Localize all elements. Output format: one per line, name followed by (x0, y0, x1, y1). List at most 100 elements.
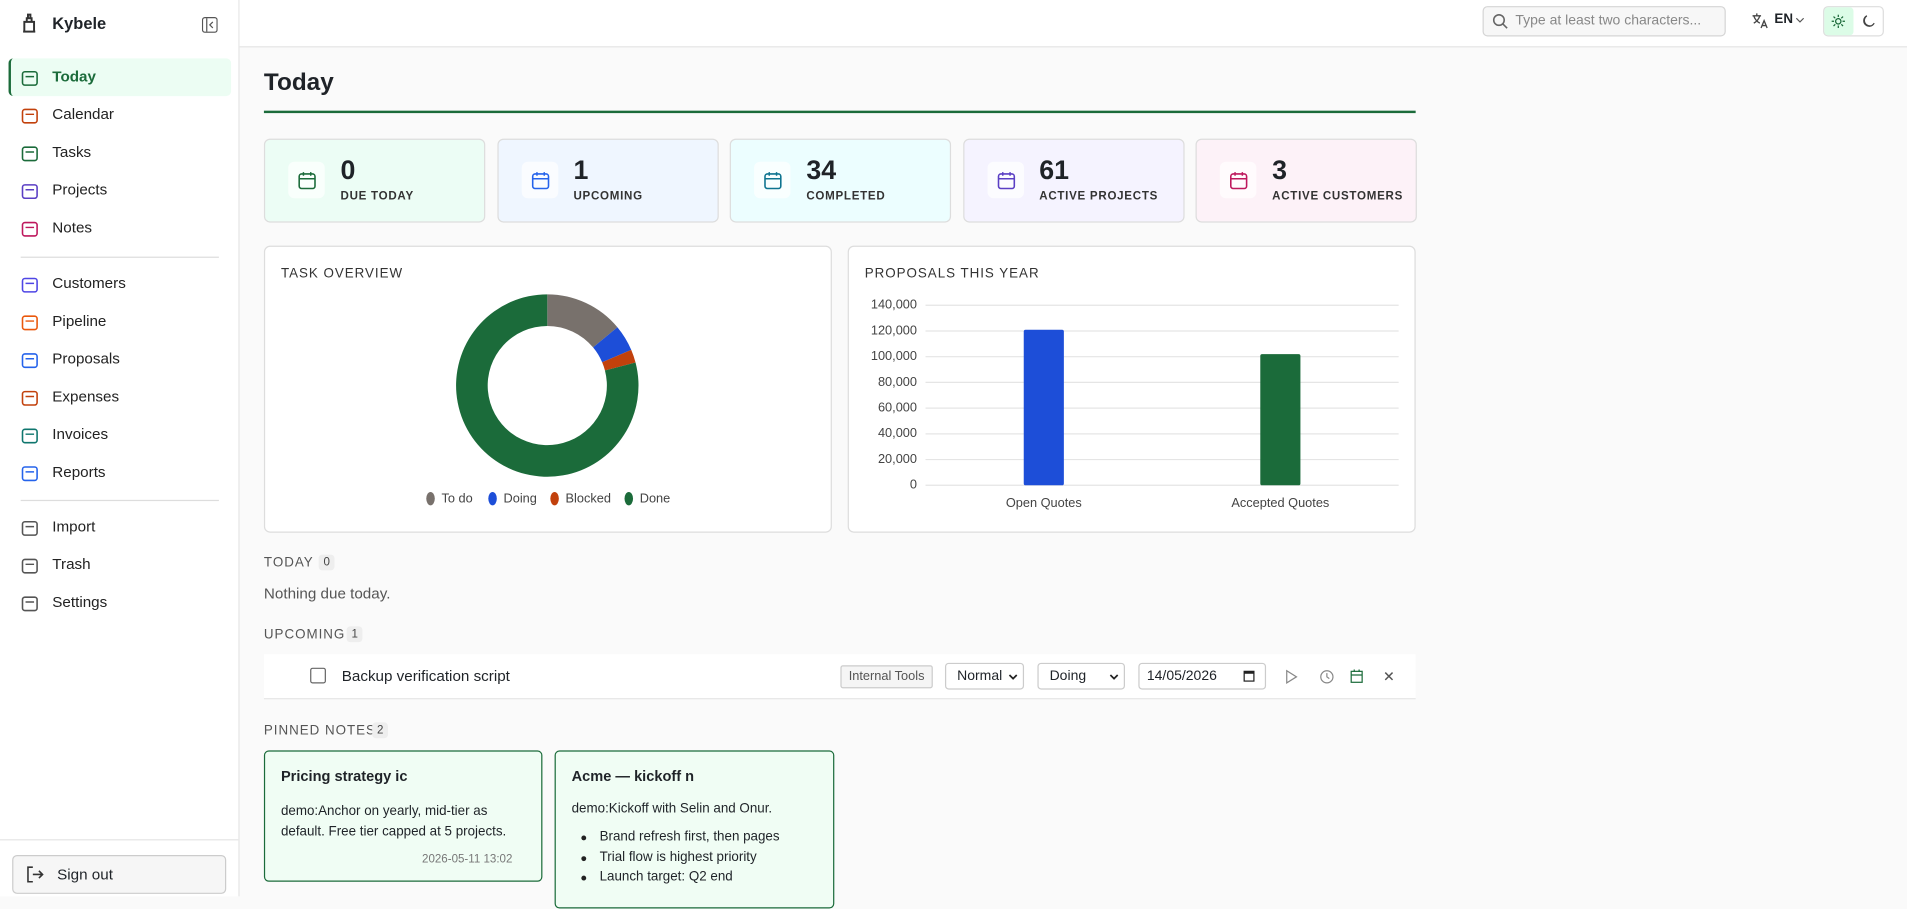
nav-icon (21, 277, 38, 293)
priority-select[interactable]: Normal (944, 662, 1025, 690)
select-chevron (1008, 674, 1018, 680)
nav-item[interactable]: Tasks (52, 143, 92, 161)
stat-value: 61 (1039, 154, 1070, 185)
nav-item[interactable]: Projects (52, 181, 108, 199)
y-tick-label: 140,000 (871, 297, 917, 312)
date-icon (1243, 670, 1255, 682)
language-icon[interactable] (1751, 12, 1768, 29)
pie-slice (602, 349, 636, 371)
nav-item[interactable]: Import (52, 518, 96, 536)
bullet (581, 835, 587, 841)
legend-label: Blocked (566, 491, 611, 506)
brand-logo (23, 13, 36, 33)
nav-item[interactable]: Today (52, 68, 96, 86)
stat-value: 1 (573, 154, 589, 185)
legend-swatch (550, 491, 559, 506)
moon-icon[interactable] (1862, 15, 1875, 28)
nav-icon (21, 558, 38, 574)
stat-label: ACTIVE PROJECTS (1039, 189, 1159, 204)
bullet (581, 875, 587, 881)
nav-item[interactable]: Invoices (52, 425, 109, 443)
note-bullet: Trial flow is highest priority (599, 849, 757, 865)
light-theme-button[interactable] (1824, 7, 1854, 36)
y-tick-label: 100,000 (871, 348, 917, 363)
sign-out-button[interactable] (12, 854, 227, 894)
stat-icon (764, 172, 782, 190)
legend-label: To do (441, 491, 472, 506)
nav-item[interactable]: Reports (52, 463, 106, 481)
chart-title: TASK OVERVIEW (280, 266, 404, 281)
note-title: Acme — kickoff n (571, 767, 695, 785)
search-box[interactable] (1482, 6, 1726, 37)
brand-name: Kybele (52, 14, 107, 33)
nav-icon (21, 390, 38, 406)
nav-icon (21, 314, 38, 330)
select-chevron (1109, 674, 1119, 680)
stat-icon-box (288, 161, 325, 199)
pie-slice (456, 294, 639, 477)
nav-icon (21, 70, 38, 86)
stat-icon-box (1219, 161, 1257, 199)
note-bullet: Brand refresh first, then pages (599, 829, 780, 845)
stat-label: UPCOMING (573, 189, 643, 204)
note-title: Pricing strategy ic (280, 767, 408, 785)
legend-label: Done (640, 491, 671, 506)
nav-item[interactable]: Proposals (52, 349, 120, 367)
section-label: PINNED NOTES (263, 723, 376, 739)
nav-item[interactable]: Expenses (52, 387, 120, 405)
search-placeholder: Type at least two characters... (1515, 13, 1702, 28)
task-checkbox[interactable] (310, 667, 326, 684)
note-timestamp: 2026-05-11 13:02 (422, 852, 513, 866)
legend-swatch (488, 491, 497, 506)
status-select[interactable]: Doing (1037, 662, 1125, 690)
nav-item[interactable]: Customers (52, 274, 126, 292)
collapse-button[interactable] (201, 17, 218, 33)
title-underline (263, 110, 1416, 114)
nav-item[interactable]: Calendar (52, 105, 114, 123)
nav-item[interactable]: Trash (52, 556, 91, 574)
nav-icon (21, 184, 38, 200)
stat-icon (298, 172, 316, 190)
nav-item[interactable]: Pipeline (52, 312, 107, 330)
nav-icon (21, 146, 38, 162)
task-overview-card (263, 245, 832, 533)
sidebar (0, 0, 240, 897)
nav-icon (21, 352, 38, 368)
stat-icon (1230, 172, 1248, 190)
language-code[interactable]: EN (1774, 12, 1794, 27)
nav-divider (20, 256, 219, 258)
nav-icon (21, 596, 38, 612)
sidebar-footer-divider (0, 839, 239, 841)
section-label: TODAY (263, 555, 314, 571)
stat-label: DUE TODAY (340, 189, 414, 204)
nav-active-bg (8, 58, 232, 97)
section-count: 2 (372, 722, 389, 739)
stat-icon-box (521, 161, 558, 199)
task-actions[interactable] (1284, 669, 1406, 685)
pie-slice (593, 327, 632, 363)
stat-value: 3 (1272, 154, 1288, 185)
stat-value: 0 (340, 154, 356, 185)
nav-item[interactable]: Notes (52, 219, 93, 237)
sign-out-icon (27, 866, 44, 883)
nav-item[interactable]: Settings (52, 593, 108, 611)
section-label: UPCOMING (263, 627, 346, 643)
bullet (581, 855, 587, 861)
note-card[interactable] (263, 750, 543, 882)
nav-icon (21, 428, 38, 444)
note-body: demo:Kickoff with Selin and Onur. (571, 801, 773, 817)
note-card[interactable] (554, 750, 835, 909)
task-title[interactable]: Backup verification script (341, 667, 510, 685)
stat-label: ACTIVE CUSTOMERS (1272, 189, 1404, 204)
bar (1023, 329, 1064, 486)
y-tick-label: 60,000 (878, 399, 917, 414)
note-body: demo:Anchor on yearly, mid-tier as defau… (280, 803, 507, 839)
project-tag: Internal Tools (840, 665, 933, 689)
empty-message: Nothing due today. (263, 584, 391, 603)
sun-icon (1831, 14, 1845, 28)
nav-icon (21, 108, 38, 124)
